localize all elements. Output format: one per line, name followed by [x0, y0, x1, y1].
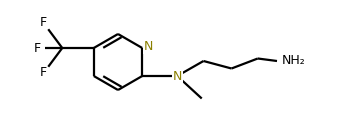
Text: NH₂: NH₂: [282, 54, 306, 68]
Text: F: F: [40, 16, 47, 30]
Text: F: F: [34, 42, 41, 54]
Text: N: N: [144, 40, 153, 53]
Text: N: N: [173, 70, 182, 82]
Text: F: F: [40, 66, 47, 80]
